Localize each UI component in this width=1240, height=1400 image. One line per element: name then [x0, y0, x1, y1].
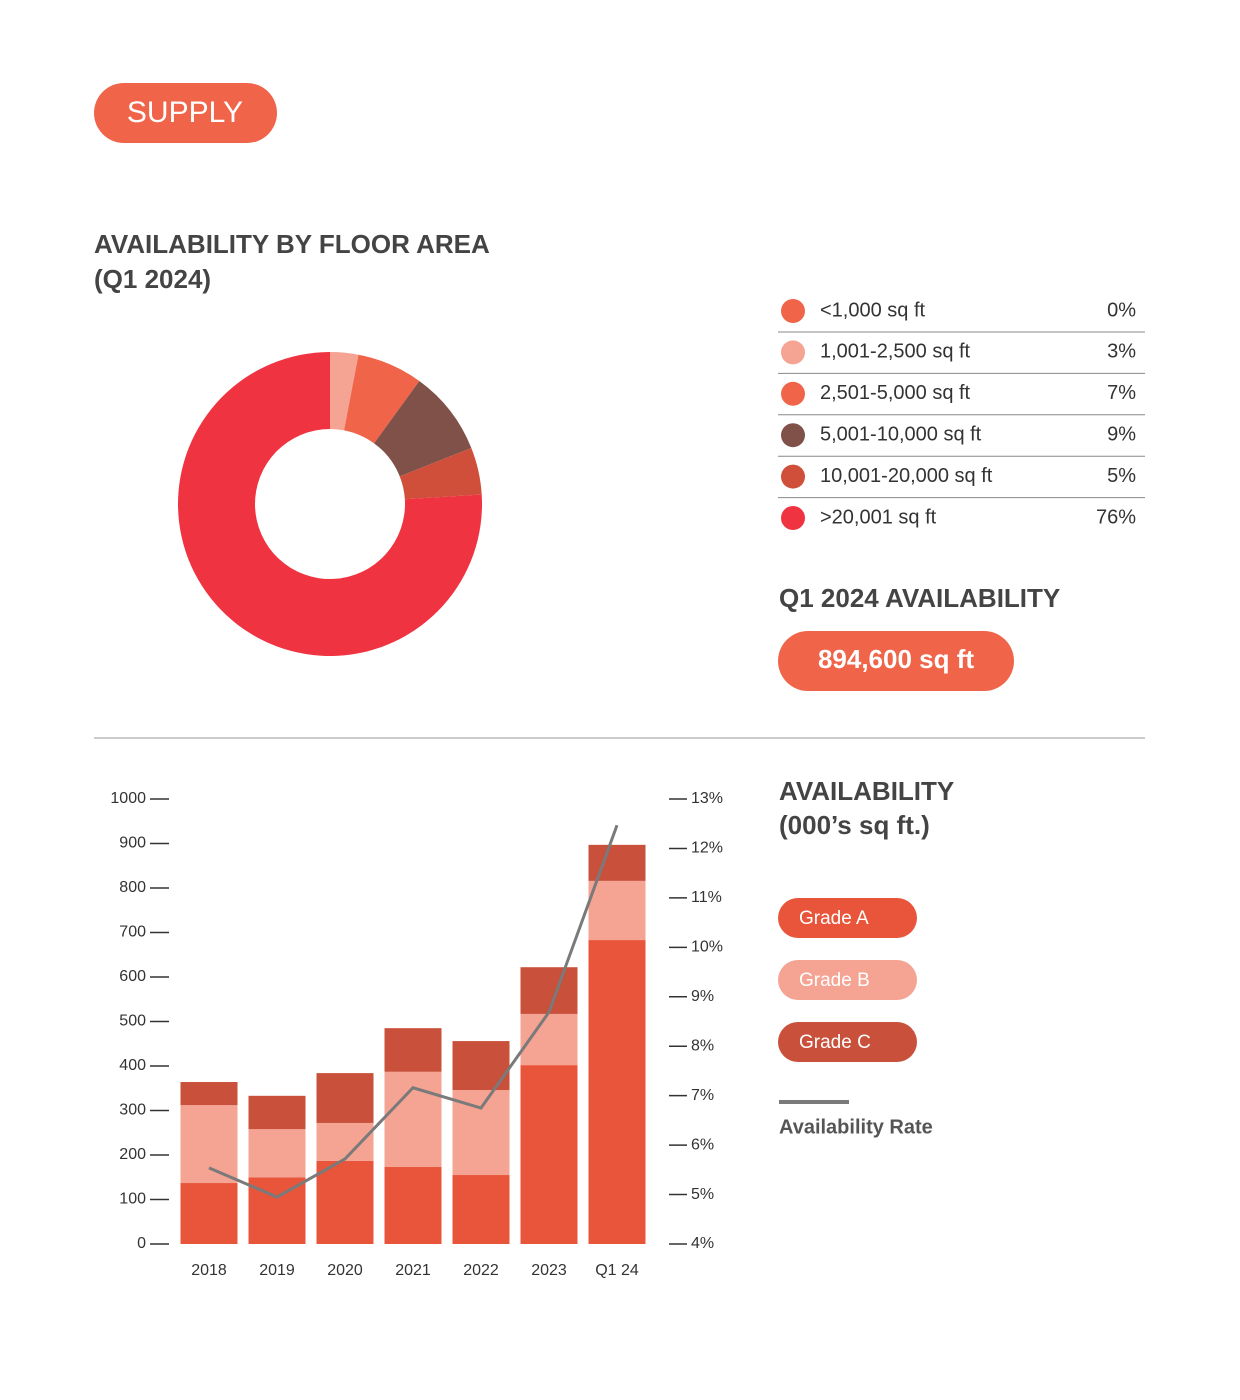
y-tick-label: 500 — [119, 1013, 146, 1030]
bar-segment — [520, 967, 578, 1014]
badge: SUPPLY — [127, 96, 243, 129]
stat-value: 894,600 sq ft — [818, 644, 974, 674]
bar-segment — [384, 1028, 442, 1072]
bar-segment — [452, 1041, 510, 1091]
y2-tick-label: 4% — [691, 1235, 714, 1252]
value-label: 7% — [1107, 382, 1136, 404]
legend-label: Grade C — [799, 1032, 871, 1053]
legend-label: Grade B — [799, 970, 870, 991]
x-tick-label: 2020 — [327, 1262, 363, 1279]
legend-label: 2,501-5,000 sq ft — [820, 382, 971, 404]
chart-subtitle: (000’s sq ft.) — [779, 810, 930, 840]
x-tick-label: 2021 — [395, 1262, 431, 1279]
bar-segment — [180, 1183, 238, 1244]
bar-segment — [384, 1071, 442, 1168]
y2-tick-label: 5% — [691, 1186, 714, 1203]
bar-segment — [588, 844, 646, 881]
badge-pill — [94, 83, 277, 143]
y2-tick-label: 10% — [691, 939, 723, 956]
x-tick-label: 2022 — [463, 1262, 499, 1279]
legend-dot — [781, 299, 805, 323]
pie-slice — [399, 448, 482, 500]
y2-tick-label: 13% — [691, 790, 723, 807]
value-label: 9% — [1107, 423, 1136, 445]
stat-title: Q1 2024 AVAILABILITY — [779, 583, 1060, 613]
legend-label: 10,001-20,000 sq ft — [820, 465, 993, 487]
bar-segment — [180, 1082, 238, 1106]
legend-label: <1,000 sq ft — [820, 299, 926, 321]
bar-segment — [452, 1175, 510, 1244]
bar-segment — [588, 940, 646, 1244]
legend-dot — [781, 464, 805, 489]
legend-label: 5,001-10,000 sq ft — [820, 423, 982, 445]
bar-segment — [316, 1160, 374, 1244]
y-tick-label: 400 — [119, 1057, 146, 1074]
chart-title: AVAILABILITY BY FLOOR AREA — [94, 229, 490, 259]
x-tick-label: 2019 — [259, 1262, 295, 1279]
bar-segment — [248, 1095, 306, 1130]
y-tick-label: 100 — [119, 1191, 146, 1208]
stat-pill — [778, 631, 1014, 691]
y2-tick-label: 11% — [691, 889, 722, 906]
legend-label: 1,001-2,500 sq ft — [820, 341, 971, 363]
y-tick-label: 600 — [119, 968, 146, 985]
value-label: 3% — [1107, 341, 1136, 363]
pie-slice — [178, 352, 483, 657]
legend-label: Grade A — [799, 908, 869, 929]
legend-pill — [778, 960, 917, 1000]
bar-segment — [384, 1167, 442, 1244]
legend-label: >20,001 sq ft — [820, 506, 937, 528]
value-label: 76% — [1096, 506, 1136, 528]
x-tick-label: 2018 — [191, 1262, 227, 1279]
legend-pill — [778, 1022, 917, 1062]
pie-slice — [330, 352, 359, 431]
bar-segment — [316, 1122, 374, 1161]
y2-tick-label: 8% — [691, 1037, 714, 1054]
pie-slice — [344, 354, 420, 444]
legend-pill — [778, 898, 917, 938]
y-tick-label: 1000 — [110, 790, 146, 807]
value-label: 5% — [1107, 465, 1136, 487]
legend-dot — [781, 340, 805, 365]
legend-dot — [781, 506, 805, 530]
y2-tick-label: 12% — [691, 840, 723, 857]
value-label: 0% — [1107, 299, 1136, 321]
bar-segment — [520, 1065, 578, 1244]
y-tick-label: 800 — [119, 879, 146, 896]
legend-dot — [781, 423, 805, 448]
bar-segment — [248, 1129, 306, 1178]
x-tick-label: Q1 24 — [595, 1262, 639, 1279]
y-tick-label: 0 — [137, 1235, 146, 1252]
chart-subtitle: (Q1 2024) — [94, 264, 211, 294]
chart-title: AVAILABILITY — [779, 776, 954, 806]
bar-segment — [316, 1073, 374, 1123]
y2-tick-label: 9% — [691, 988, 714, 1005]
legend-dot — [781, 381, 805, 406]
y-tick-label: 300 — [119, 1102, 146, 1119]
y-tick-label: 700 — [119, 924, 146, 941]
y-tick-label: 200 — [119, 1146, 146, 1163]
x-tick-label: 2023 — [531, 1262, 567, 1279]
bar-segment — [588, 880, 646, 941]
y2-tick-label: 6% — [691, 1136, 714, 1153]
line-series — [208, 824, 619, 1199]
bar-segment — [452, 1090, 510, 1176]
pie-slice — [374, 381, 472, 477]
y2-tick-label: 7% — [691, 1087, 714, 1104]
legend-label: Availability Rate — [779, 1116, 933, 1138]
bar-segment — [180, 1105, 238, 1184]
y-tick-label: 900 — [119, 835, 146, 852]
